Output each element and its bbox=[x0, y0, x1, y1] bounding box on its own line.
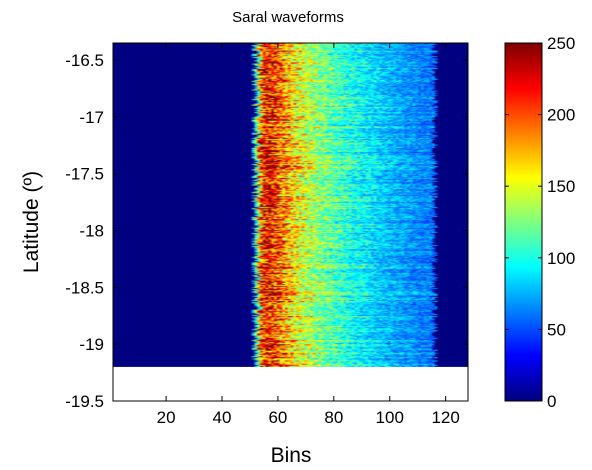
x-tick-label: 80 bbox=[324, 408, 343, 427]
y-tick-label: -16.5 bbox=[65, 51, 104, 70]
y-tick-label: -18 bbox=[79, 222, 104, 241]
colorbar-tick-label: 250 bbox=[547, 34, 575, 53]
colorbar-tick-label: 100 bbox=[547, 249, 575, 268]
colorbar-tick-label: 200 bbox=[547, 106, 575, 125]
x-tick-label: 40 bbox=[213, 408, 232, 427]
colorbar-axis: 0 50 100 150 200 250 bbox=[505, 34, 575, 411]
x-axis: 20 40 60 80 100 120 bbox=[157, 43, 460, 427]
colorbar-frame bbox=[504, 42, 543, 402]
colorbar-tick-label: 50 bbox=[547, 320, 566, 339]
x-axis-label: Bins bbox=[271, 444, 312, 467]
plot-frame bbox=[112, 42, 469, 402]
x-tick-label: 120 bbox=[431, 408, 459, 427]
y-tick-label: -17 bbox=[79, 108, 104, 127]
y-tick-label: -17.5 bbox=[65, 165, 104, 184]
no-data-region bbox=[113, 370, 468, 401]
colorbar-tick-label: 150 bbox=[547, 177, 575, 196]
y-axis-label: Latitude (º) bbox=[20, 171, 43, 273]
x-tick-label: 60 bbox=[268, 408, 287, 427]
y-tick-label: -19 bbox=[79, 335, 104, 354]
y-axis: -16.5 -17 -17.5 -18 -18.5 -19 -19.5 bbox=[65, 51, 468, 411]
y-tick-label: -18.5 bbox=[65, 278, 104, 297]
colorbar-tick-label: 0 bbox=[547, 392, 556, 411]
x-tick-label: 100 bbox=[376, 408, 404, 427]
heatmap-image bbox=[113, 43, 468, 367]
chart-title: Saral waveforms bbox=[232, 9, 344, 26]
y-tick-label: -19.5 bbox=[65, 392, 104, 411]
x-tick-label: 20 bbox=[157, 408, 176, 427]
colorbar-gradient bbox=[505, 43, 542, 401]
